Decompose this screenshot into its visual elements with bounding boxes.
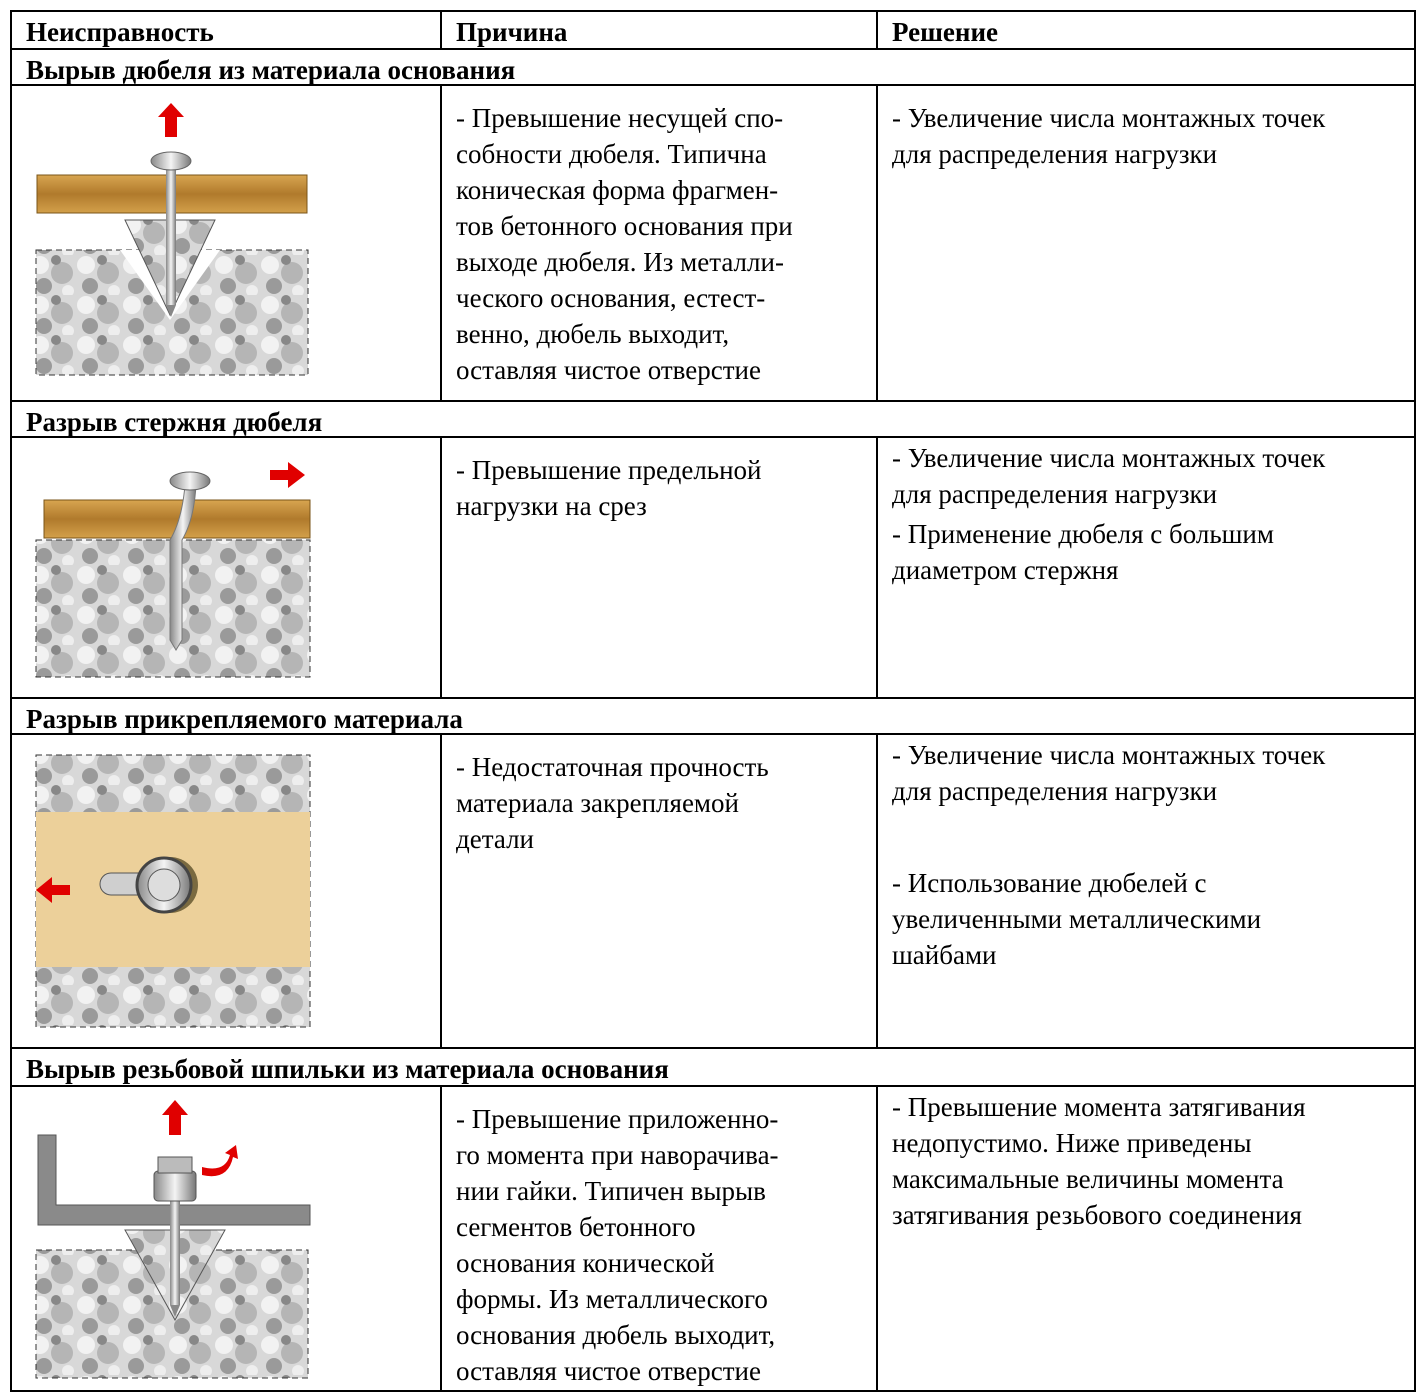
text-line: увеличенными металлическими	[892, 904, 1262, 934]
solution-cell: - Увеличение числа монтажных точек для ра…	[876, 733, 1416, 1047]
text-line: - Превышение приложенно-	[456, 1104, 779, 1134]
text-line: - Превышение предельной	[456, 455, 762, 485]
illustration	[35, 462, 311, 678]
text-line: оставляя чистое отверстие	[456, 1356, 761, 1386]
text-line: Причина	[456, 17, 568, 47]
text-line: шайбами	[892, 940, 997, 970]
text-line: Решение	[892, 17, 998, 47]
header-cell: Неисправность	[10, 10, 440, 48]
text-line: для распределения нагрузки	[892, 139, 1218, 169]
text-line: диаметром стержня	[892, 555, 1119, 585]
solution-item: - Применение дюбеля с большим диаметром с…	[892, 516, 1402, 588]
border	[10, 1390, 1416, 1392]
text-line: Вырыв резьбовой шпильки из материала осн…	[26, 1054, 669, 1084]
text-line: - Превышение момента затягивания	[892, 1092, 1306, 1122]
section-title: Разрыв прикрепляемого материала	[10, 697, 1416, 734]
solution-item: - Увеличение числа монтажных точек для ра…	[892, 100, 1402, 172]
text-line: собности дюбеля. Типична	[456, 139, 767, 169]
text-line: - Увеличение числа монтажных точек	[892, 103, 1326, 133]
text-line: - Использование дюбелей с	[892, 868, 1207, 898]
image-cell	[10, 733, 440, 1047]
text-line: Вырыв дюбеля из материала основания	[26, 55, 516, 85]
solution-item: - Увеличение числа монтажных точек для ра…	[892, 440, 1402, 512]
solution-cell: - Превышение момента затягивания недопуст…	[876, 1085, 1416, 1392]
text-line: - Увеличение числа монтажных точек	[892, 443, 1326, 473]
solution-item: - Превышение момента затягивания недопуст…	[892, 1089, 1402, 1233]
section-title: Вырыв дюбеля из материала основания	[10, 48, 1416, 85]
section-title: Вырыв резьбовой шпильки из материала осн…	[10, 1047, 1416, 1085]
text-line: детали	[456, 824, 534, 854]
text-line: нагрузки на срез	[456, 491, 647, 521]
text-line: затягивания резьбового соединения	[892, 1200, 1302, 1230]
text-line: венно, дюбель выходит,	[456, 319, 730, 349]
cause-cell: - Превышение приложенно-го момента при н…	[440, 1085, 876, 1392]
text-line: материала закрепляемой	[456, 788, 739, 818]
header-cell: Причина	[440, 10, 876, 48]
text-line: тов бетонного основания при	[456, 211, 793, 241]
text-line: максимальные величины момента	[892, 1164, 1284, 1194]
text-line: Разрыв стержня дюбеля	[26, 407, 323, 437]
text-line: оставляя чистое отверстие	[456, 355, 761, 385]
text-line: го момента при наворачива-	[456, 1140, 779, 1170]
text-line: - Недостаточная прочность	[456, 752, 769, 782]
solution-item: - Использование дюбелей с увеличенными ме…	[892, 865, 1402, 973]
text-line: - Применение дюбеля с большим	[892, 519, 1274, 549]
text-line: формы. Из металлического	[456, 1284, 768, 1314]
text-line: Разрыв прикрепляемого материала	[26, 704, 463, 734]
illustration	[35, 103, 309, 376]
section-title: Разрыв стержня дюбеля	[10, 400, 1416, 437]
image-cell	[10, 84, 440, 400]
solution-item: - Увеличение числа монтажных точек для ра…	[892, 737, 1402, 809]
text-line: основания дюбель выходит,	[456, 1320, 776, 1350]
cause-cell: - Превышение предельной нагрузки на срез	[440, 436, 876, 697]
illustration	[35, 1100, 311, 1379]
text-line: для распределения нагрузки	[892, 479, 1218, 509]
cause-cell: - Недостаточная прочность материала закре…	[440, 733, 876, 1047]
text-line: основания конической	[456, 1248, 715, 1278]
text-line: недопустимо. Ниже приведены	[892, 1128, 1252, 1158]
text-line: Неисправность	[26, 17, 214, 47]
text-line: выходе дюбеля. Из металли-	[456, 247, 784, 277]
solution-cell: - Увеличение числа монтажных точек для ра…	[876, 436, 1416, 697]
header-cell: Решение	[876, 10, 1416, 48]
text-line: - Увеличение числа монтажных точек	[892, 740, 1326, 770]
text-line: коническая форма фрагмен-	[456, 175, 779, 205]
solution-cell: - Увеличение числа монтажных точек для ра…	[876, 84, 1416, 400]
image-cell	[10, 436, 440, 697]
text-line: ческого основания, естест-	[456, 283, 766, 313]
text-line: нии гайки. Типичен вырыв	[456, 1176, 766, 1206]
border	[1414, 10, 1416, 1392]
illustration	[35, 754, 311, 1028]
text-line: для распределения нагрузки	[892, 776, 1218, 806]
image-cell	[10, 1085, 440, 1392]
cause-cell: - Превышение несущей спо-собности дюбеля…	[440, 84, 876, 400]
text-line: сегментов бетонного	[456, 1212, 696, 1242]
text-line: - Превышение несущей спо-	[456, 103, 784, 133]
